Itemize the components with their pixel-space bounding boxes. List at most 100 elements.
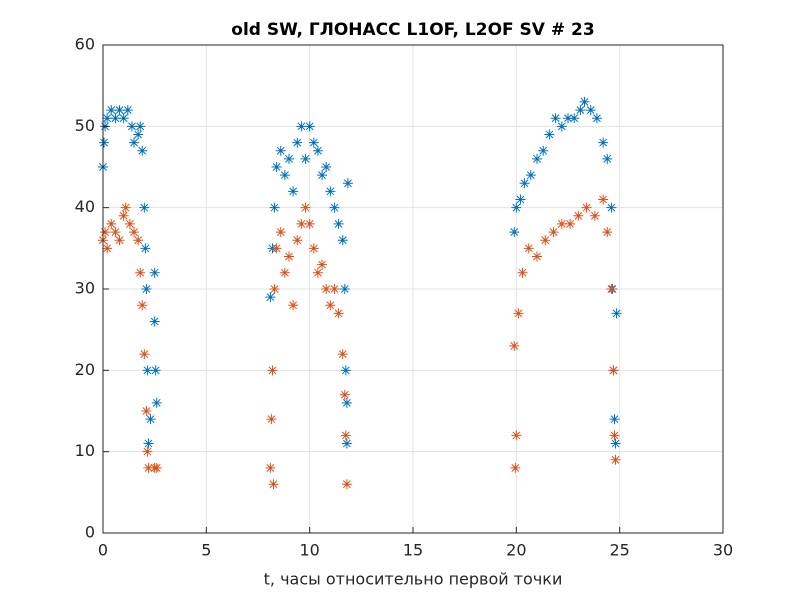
point [99,137,110,148]
point [279,267,290,278]
point [114,105,125,116]
point [339,389,350,400]
point [325,186,336,197]
point [581,202,592,213]
point [511,202,522,213]
point [540,235,551,246]
point [325,300,336,311]
y-tick-label: 20 [75,360,95,379]
point [317,259,328,270]
point [329,202,340,213]
y-tick-label: 60 [75,35,95,54]
point [511,430,522,441]
point [544,129,555,140]
point [275,145,286,156]
point [602,153,613,164]
point [510,462,521,473]
x-tick-label: 30 [713,541,733,560]
point [532,251,542,262]
point [591,113,602,124]
point [304,218,315,229]
point [519,178,530,189]
point [151,397,162,408]
point [525,170,536,181]
point [106,105,117,116]
point [142,446,153,457]
point [143,462,154,473]
point [275,227,286,238]
point [120,202,131,213]
point [133,129,144,140]
point [563,113,573,124]
point [565,218,576,229]
point [304,121,315,132]
point [610,454,621,465]
point [271,243,282,254]
point [145,414,156,425]
point [106,218,117,229]
point [611,308,622,319]
y-tick-label: 30 [75,279,95,298]
point [341,438,352,449]
point [608,365,619,376]
x-axis-label: t, часы относительно первой точки [264,570,563,589]
point [137,145,148,156]
point [609,414,620,425]
point [317,170,328,181]
point [140,243,151,254]
point [556,218,567,229]
point [333,308,344,319]
point [296,218,307,229]
point [139,349,150,360]
point [300,153,311,164]
point [150,365,161,376]
point [279,170,290,181]
point [606,284,617,294]
point [110,227,121,238]
point [548,227,559,238]
point [288,186,299,197]
point [265,462,276,473]
point [337,349,348,360]
point [556,121,567,132]
point [100,227,111,238]
y-tick-label: 40 [75,197,95,216]
point [609,430,620,441]
point [602,227,613,238]
point [129,227,139,238]
x-tick-label: 10 [299,541,319,560]
point [569,113,580,124]
point [135,267,146,278]
x-tick-label: 25 [609,541,629,560]
y-tick-label: 10 [75,441,95,460]
point [126,121,137,132]
point [340,430,351,441]
point [114,235,125,246]
point [284,251,294,262]
point [268,479,279,490]
point [269,202,280,213]
point [308,137,319,148]
point [129,137,139,148]
point [118,210,129,221]
point [509,227,520,238]
point [102,243,113,254]
point [340,365,351,376]
point [606,202,617,213]
point [141,406,152,416]
point [550,113,561,124]
point [133,235,144,246]
point [141,284,152,294]
point [139,202,150,213]
point [329,284,340,294]
point [118,113,129,124]
point [135,121,146,132]
point [269,284,280,294]
point [308,243,319,254]
point [288,300,299,311]
point [339,284,350,294]
point [265,292,276,303]
point [598,137,609,148]
point [271,162,282,172]
